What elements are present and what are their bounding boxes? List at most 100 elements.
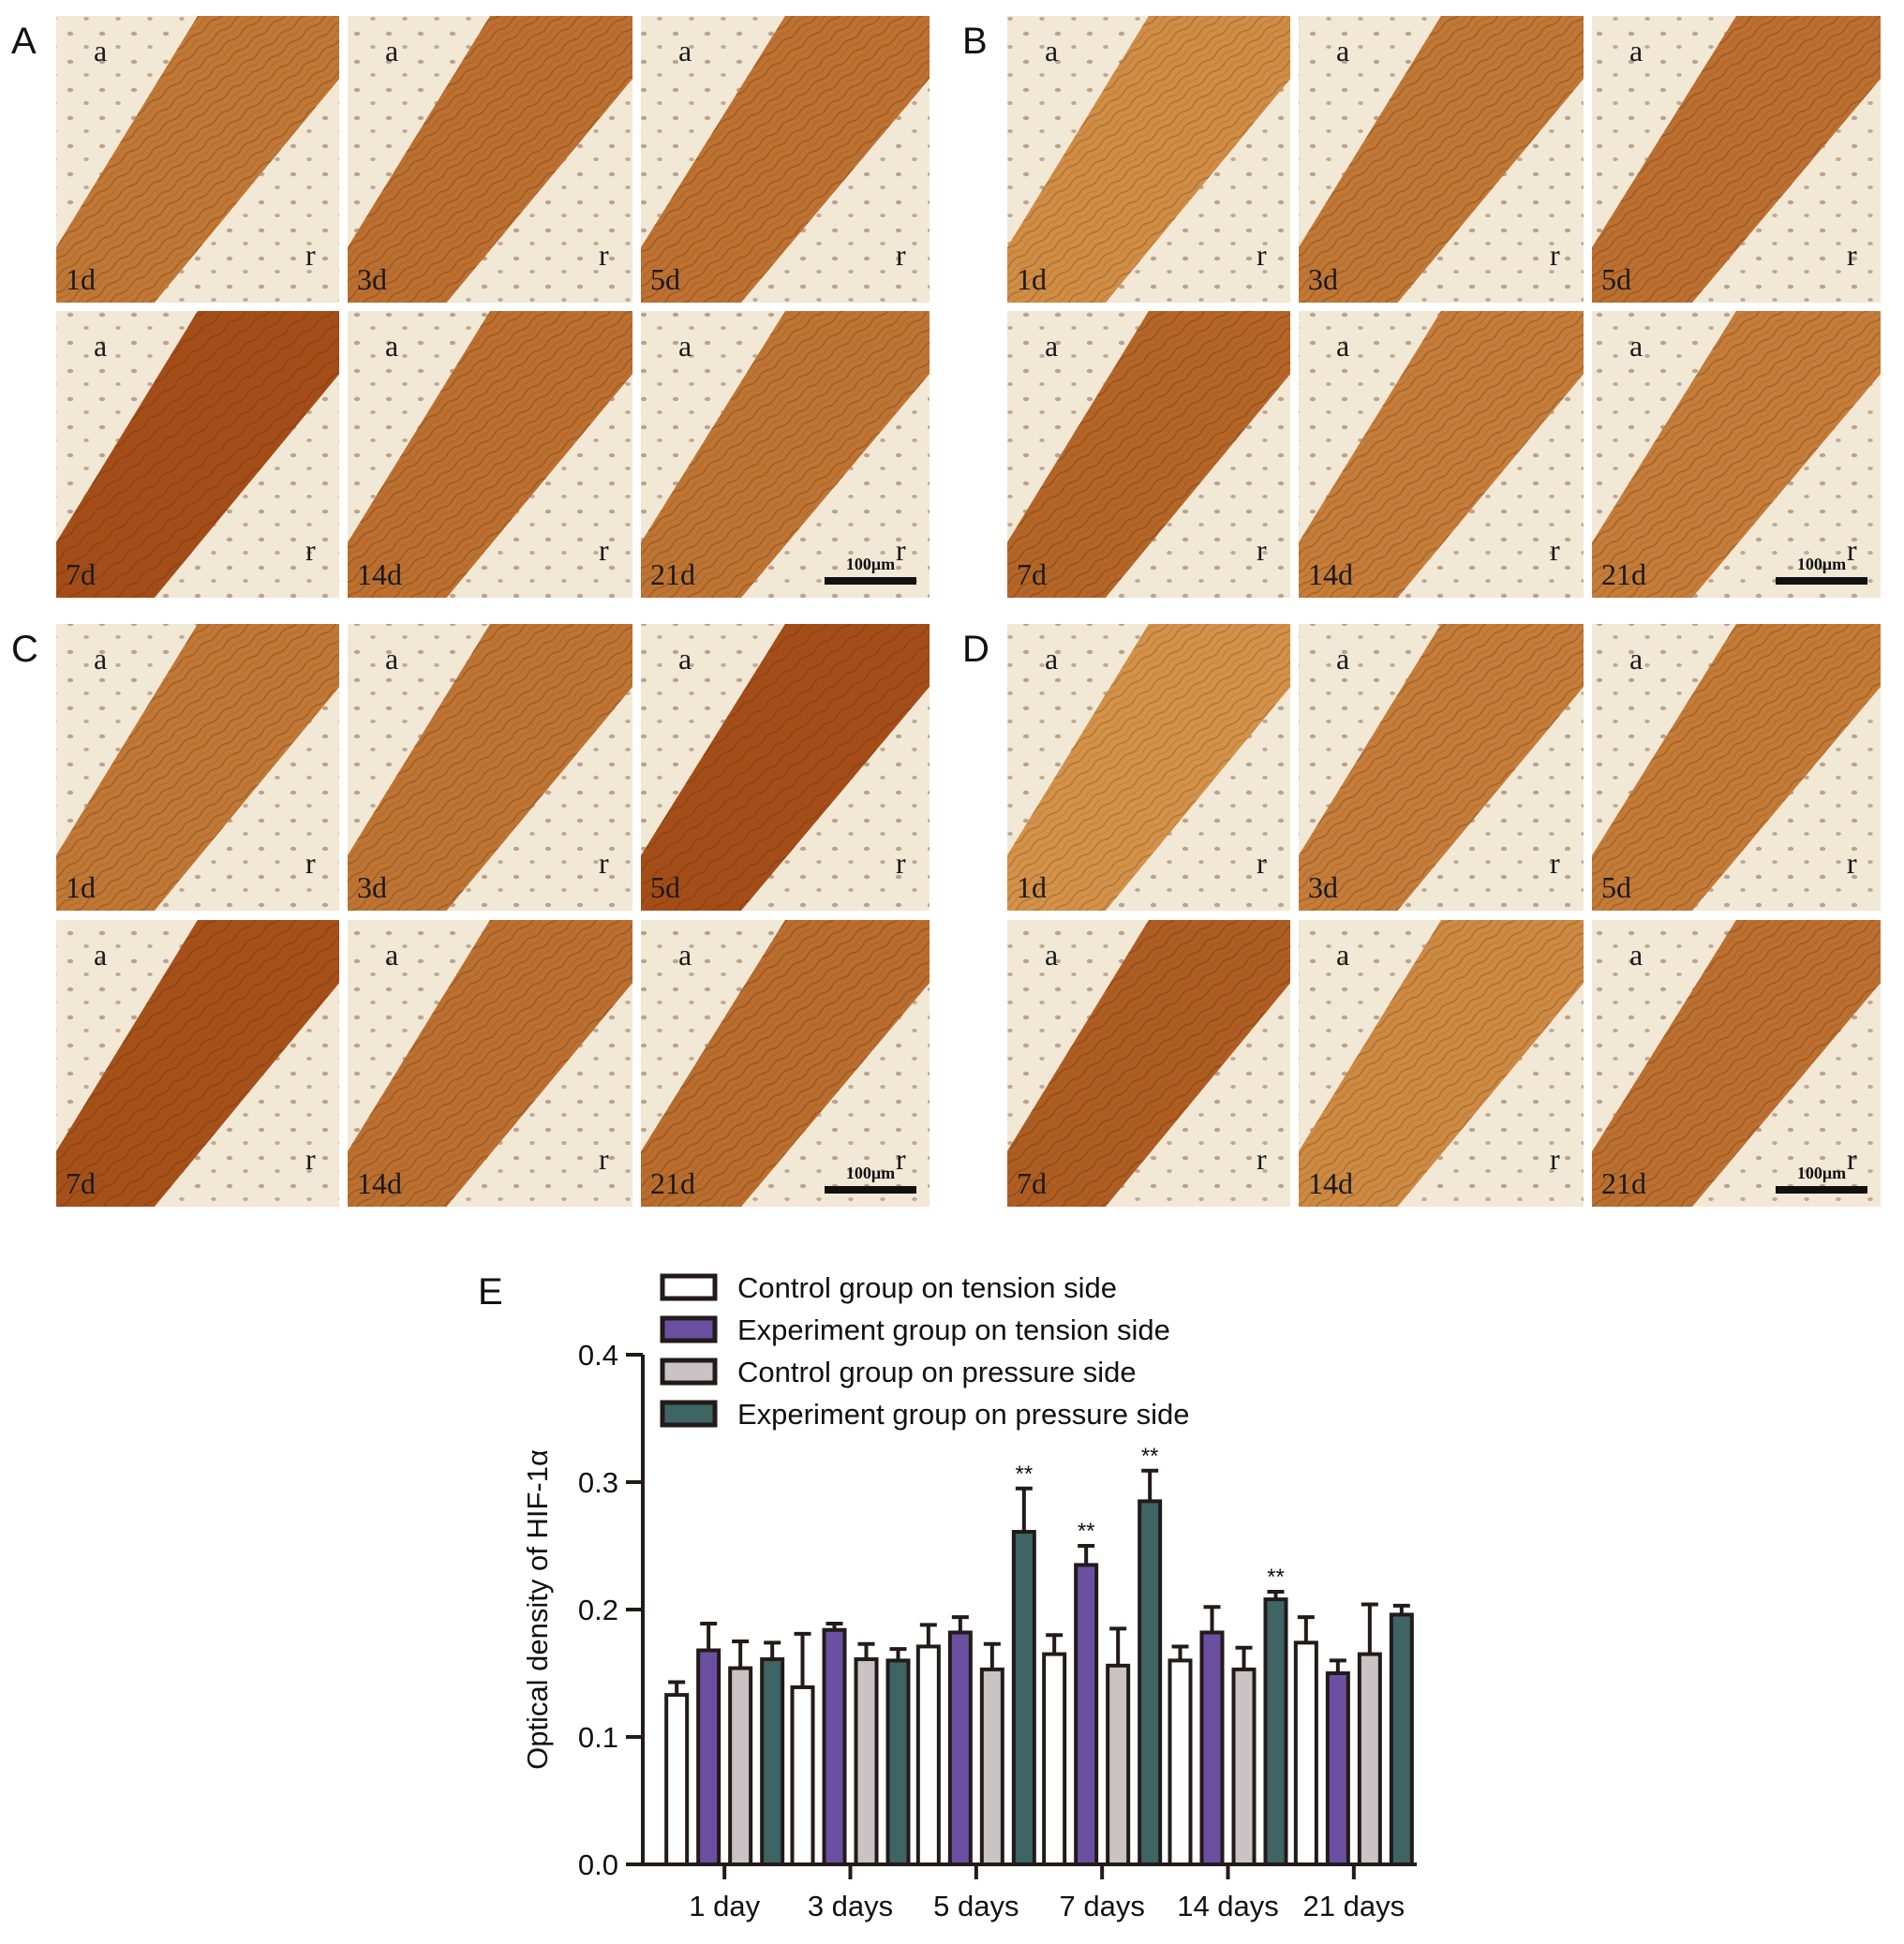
bar bbox=[947, 1630, 973, 1866]
micrograph-tile: 7d a r bbox=[56, 311, 339, 598]
legend-swatch bbox=[660, 1273, 718, 1301]
bar bbox=[915, 1644, 941, 1866]
bar bbox=[1011, 1530, 1036, 1867]
tile-alveolar-label: a bbox=[1045, 34, 1058, 67]
significance-marker: ** bbox=[1141, 1444, 1159, 1469]
tile-day-label: 7d bbox=[66, 1166, 96, 1200]
tile-alveolar-label: a bbox=[678, 34, 692, 67]
bar bbox=[1357, 1652, 1382, 1866]
tile-day-label: 7d bbox=[1017, 557, 1047, 591]
tile-alveolar-label: a bbox=[94, 938, 107, 972]
tile-day-label: 21d bbox=[1601, 1166, 1646, 1200]
bar bbox=[696, 1648, 721, 1867]
bar bbox=[1293, 1640, 1318, 1866]
tile-alveolar-label: a bbox=[385, 329, 398, 363]
legend-swatch bbox=[660, 1315, 718, 1343]
ligament-fibers bbox=[348, 16, 632, 303]
scale-bar-label: 100μm bbox=[846, 555, 895, 573]
y-axis-title: Optical density of HIF-1α bbox=[521, 1449, 554, 1770]
tile-root-label: r bbox=[1257, 238, 1267, 272]
x-tick-label: 14 days bbox=[1177, 1890, 1279, 1922]
micrograph-tile: 3d a r bbox=[348, 624, 632, 911]
legend-swatch bbox=[660, 1358, 718, 1386]
tile-day-label: 1d bbox=[1017, 262, 1047, 296]
tile-alveolar-label: a bbox=[1629, 938, 1643, 972]
tile-alveolar-label: a bbox=[1336, 329, 1349, 363]
ligament-fibers bbox=[1007, 16, 1290, 303]
tile-day-label: 3d bbox=[1308, 870, 1338, 904]
ligament-fibers bbox=[56, 311, 339, 598]
ligament-fibers bbox=[1592, 16, 1881, 303]
tile-day-label: 14d bbox=[1308, 1166, 1353, 1200]
micrograph-tile: 5d a r bbox=[1592, 16, 1881, 303]
micrograph-tile: 14d a r bbox=[1299, 920, 1584, 1207]
tile-root-label: r bbox=[599, 533, 609, 567]
tile-root-label: r bbox=[1847, 1142, 1857, 1176]
tile-root-label: r bbox=[599, 1142, 609, 1176]
ligament-fibers bbox=[1299, 16, 1584, 303]
micrograph-tile: 5d a r bbox=[641, 624, 930, 911]
tile-root-label: r bbox=[1257, 846, 1267, 880]
tile-day-label: 5d bbox=[650, 870, 680, 904]
tile-alveolar-label: a bbox=[385, 642, 398, 675]
tile-day-label: 1d bbox=[66, 262, 96, 296]
tile-day-label: 1d bbox=[66, 870, 96, 904]
bar bbox=[1325, 1671, 1350, 1866]
bar bbox=[1389, 1612, 1414, 1866]
ligament-fibers bbox=[641, 16, 930, 303]
bar bbox=[822, 1627, 847, 1867]
tile-alveolar-label: a bbox=[1336, 34, 1349, 67]
scale-bar-label: 100μm bbox=[846, 1164, 895, 1182]
tile-root-label: r bbox=[1550, 533, 1560, 567]
tile-root-label: r bbox=[1550, 846, 1560, 880]
bar bbox=[854, 1657, 879, 1867]
tile-day-label: 21d bbox=[1601, 557, 1646, 591]
ligament-fibers bbox=[348, 920, 632, 1207]
x-tick-label: 5 days bbox=[933, 1890, 1019, 1922]
micrograph-tile: 1d a r bbox=[56, 624, 339, 911]
ligament-fibers bbox=[641, 311, 930, 598]
tile-root-label: r bbox=[305, 846, 316, 880]
bar bbox=[1263, 1597, 1288, 1866]
tile-root-label: r bbox=[1550, 238, 1560, 272]
tile-day-label: 1d bbox=[1017, 870, 1047, 904]
micrograph-tile: 14d a r bbox=[348, 311, 632, 598]
bar bbox=[979, 1667, 1004, 1867]
bar bbox=[1231, 1667, 1257, 1867]
micrograph-tile: 1d a r bbox=[1007, 16, 1290, 303]
tile-root-label: r bbox=[305, 533, 316, 567]
panel-letter: A bbox=[11, 21, 37, 62]
tile-day-label: 5d bbox=[1601, 870, 1631, 904]
ligament-fibers bbox=[1592, 311, 1881, 598]
panel-letter: B bbox=[962, 21, 988, 62]
panel-letter: C bbox=[11, 629, 38, 670]
micrograph-tile: 3d a r bbox=[348, 16, 632, 303]
panel-letter-e: E bbox=[478, 1271, 503, 1313]
tile-root-label: r bbox=[1847, 238, 1857, 272]
x-tick-label: 3 days bbox=[808, 1890, 893, 1922]
tile-alveolar-label: a bbox=[1045, 938, 1058, 972]
legend-label: Control group on tension side bbox=[737, 1271, 1117, 1304]
scale-bar bbox=[1776, 577, 1867, 585]
y-tick-label: 0.0 bbox=[578, 1848, 618, 1881]
tile-day-label: 7d bbox=[1017, 1166, 1047, 1200]
scale-bar bbox=[825, 1186, 916, 1194]
legend-label: Experiment group on tension side bbox=[737, 1313, 1170, 1346]
tile-day-label: 3d bbox=[357, 870, 387, 904]
micrograph-tile: 7d a r bbox=[56, 920, 339, 1207]
scale-bar bbox=[1776, 1186, 1867, 1194]
y-tick-label: 0.4 bbox=[578, 1339, 618, 1372]
ligament-fibers bbox=[348, 311, 632, 598]
tile-root-label: r bbox=[1847, 846, 1857, 880]
legend-label: Control group on pressure side bbox=[737, 1356, 1137, 1388]
tile-root-label: r bbox=[1257, 533, 1267, 567]
bar bbox=[760, 1657, 785, 1867]
ligament-fibers bbox=[641, 624, 930, 911]
